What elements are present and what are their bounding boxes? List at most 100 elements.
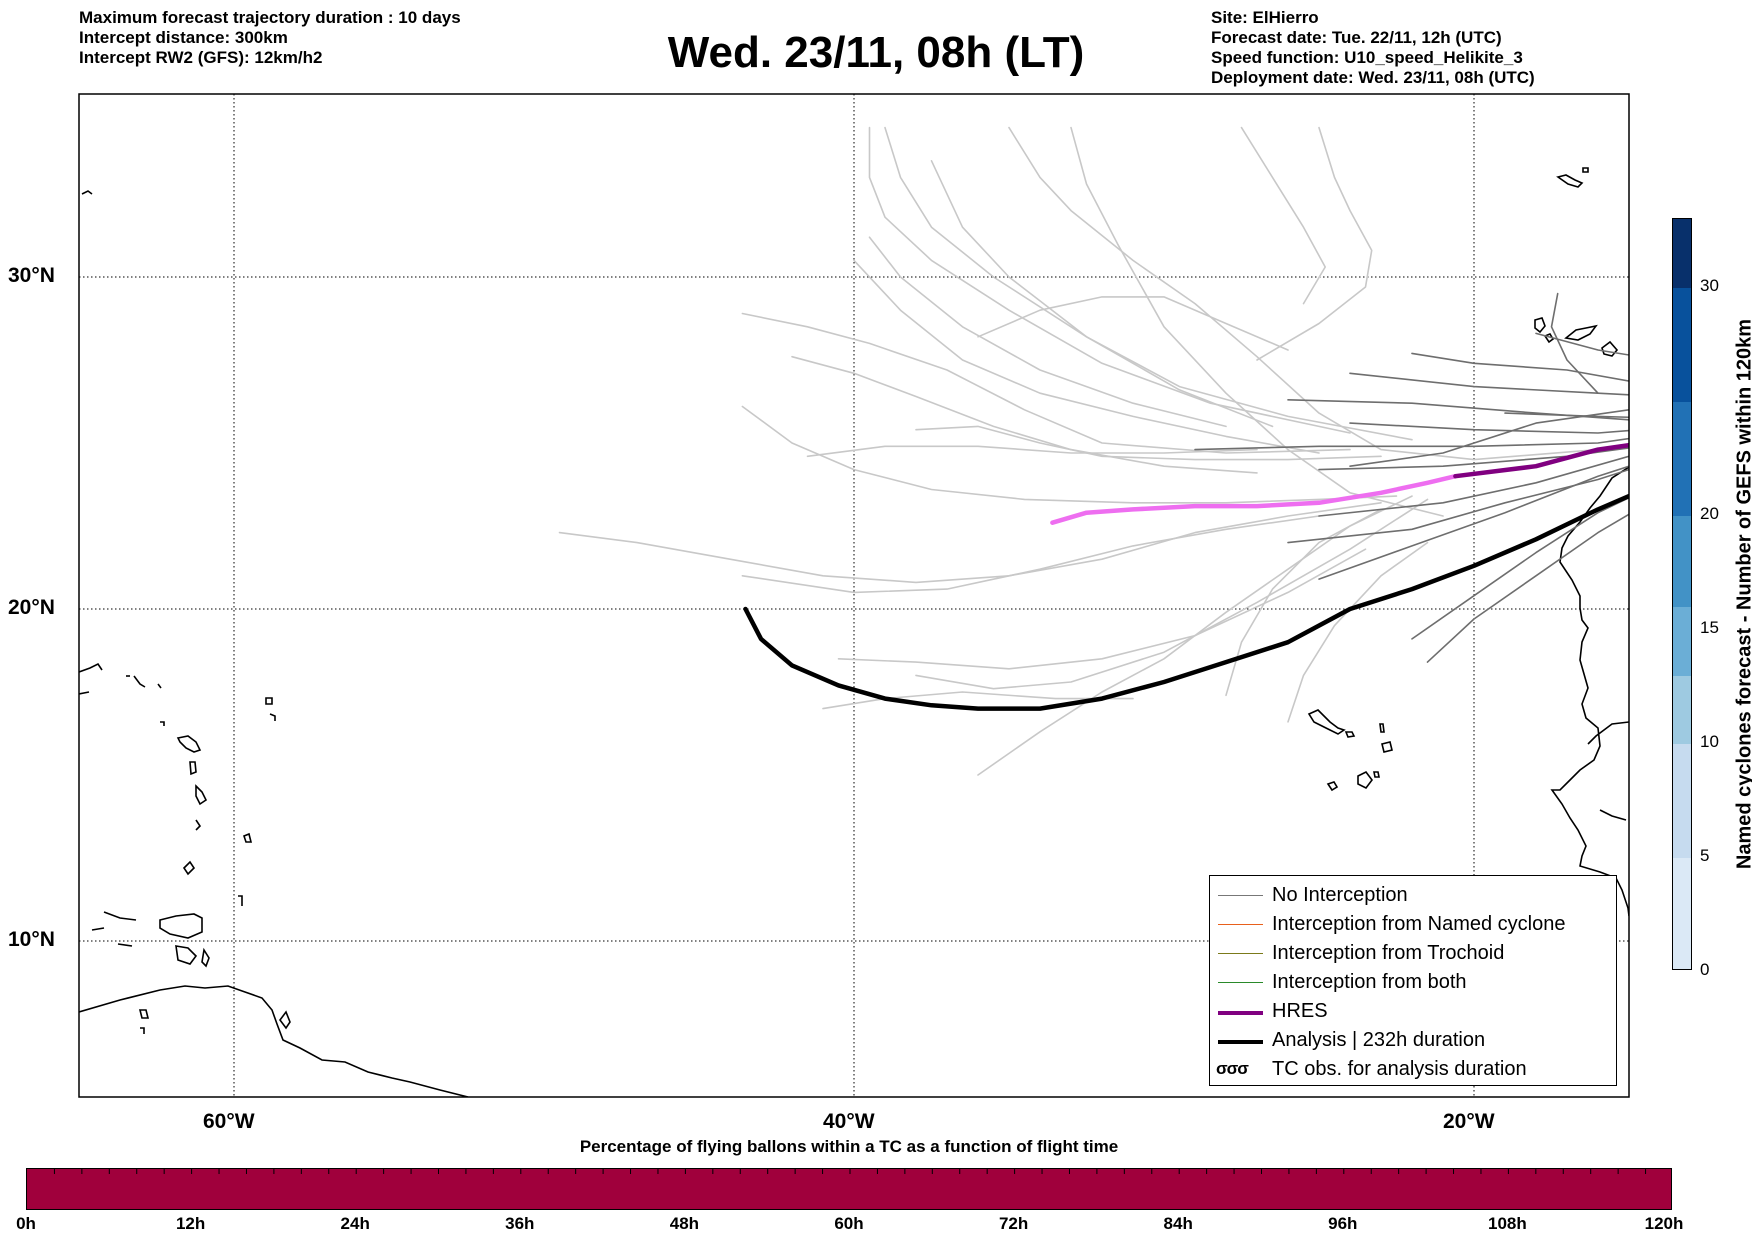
island-cape-verde-1 xyxy=(1307,709,1346,735)
trajectories-no-interception xyxy=(1194,292,1629,663)
background-trajectory xyxy=(791,355,1258,474)
coastline-africa-bulge xyxy=(1587,721,1629,745)
deployment-date-text: Deployment date: Wed. 23/11, 08h (UTC) xyxy=(1211,68,1535,87)
island-cape-verde-7 xyxy=(1373,771,1380,778)
islands-antilles-5 xyxy=(157,683,162,689)
no-interception-trajectory xyxy=(1349,408,1629,467)
colorbar-named-cyclones xyxy=(1672,218,1692,970)
no-interception-trajectory xyxy=(1194,437,1629,451)
bottom-bar-label: Percentage of flying ballons within a TC… xyxy=(579,1137,1119,1156)
page-title: Wed. 23/11, 08h (LT) xyxy=(667,28,1085,77)
islands-antilles-1 xyxy=(79,662,103,673)
intercept-rw2-text: Intercept RW2 (GFS): 12km/h2 xyxy=(79,48,323,67)
island-cape-verde-2 xyxy=(1344,731,1356,738)
island-cape-verde-4 xyxy=(1381,741,1393,753)
bottom-percentage-bar xyxy=(26,1168,1672,1210)
lon-tick-label: 20°W xyxy=(1443,1110,1495,1133)
map-area xyxy=(79,94,1629,1097)
no-interception-trajectory xyxy=(1411,496,1629,640)
no-interception-trajectory xyxy=(1426,513,1629,663)
forecast-date-text: Forecast date: Tue. 22/11, 12h (UTC) xyxy=(1211,28,1502,47)
no-interception-trajectory xyxy=(1287,468,1629,544)
background-trajectory xyxy=(1240,126,1326,305)
islands-bermuda xyxy=(81,190,93,195)
colorbar-tick-label: 10 xyxy=(1700,732,1719,752)
island-canary-4 xyxy=(1543,333,1555,344)
colorbar-segment xyxy=(1673,287,1691,403)
coastlines xyxy=(79,167,1629,1097)
speed-function-text: Speed function: U10_speed_Helikite_3 xyxy=(1211,48,1523,67)
legend-line-swatch xyxy=(1218,953,1263,954)
legend-item: σσσ TC obs. for analysis duration xyxy=(1210,1055,1616,1084)
colorbar-tick-label: 20 xyxy=(1700,504,1719,524)
island-cape-verde-3 xyxy=(1379,723,1385,733)
trajectories-background xyxy=(558,126,1599,776)
bar-tick-label: 96h xyxy=(1328,1214,1358,1233)
islands-antilles-7 xyxy=(189,761,197,776)
background-trajectory xyxy=(930,160,1274,428)
islands-caribbean-coast xyxy=(91,911,137,947)
islands-antilles-2 xyxy=(79,691,90,695)
background-trajectory xyxy=(741,515,1320,594)
no-interception-trajectory xyxy=(1318,447,1629,471)
lat-tick-label: 20°N xyxy=(8,596,55,619)
islands-antilles-13 xyxy=(265,697,273,705)
lat-tick-label: 10°N xyxy=(8,928,55,951)
legend-item: Interception from both xyxy=(1210,968,1616,997)
legend-line-swatch xyxy=(1218,895,1263,896)
legend-line-swatch xyxy=(1218,1011,1263,1015)
bar-tick-label: 108h xyxy=(1488,1214,1527,1233)
colorbar-tick-label: 5 xyxy=(1700,846,1710,866)
island-madeira xyxy=(1556,174,1584,188)
colorbar-segment xyxy=(1673,515,1691,608)
colorbar-segment xyxy=(1673,606,1691,676)
island-grenada xyxy=(279,1010,291,1030)
island-madeira-2 xyxy=(1582,167,1589,173)
legend-line-swatch xyxy=(1218,924,1263,925)
legend: No Interception Interception from Named c… xyxy=(1209,875,1617,1086)
legend-item: Analysis | 232h duration xyxy=(1210,1026,1616,1055)
colorbar-tick-label: 0 xyxy=(1700,960,1710,979)
bar-tick-label: 72h xyxy=(998,1214,1029,1233)
no-interception-trajectory xyxy=(1411,352,1629,382)
island-trinidad xyxy=(159,913,203,939)
site-text: Site: ElHierro xyxy=(1211,8,1319,27)
tc-obs-icon: σσσ xyxy=(1216,1059,1249,1078)
colorbar-segment xyxy=(1673,857,1691,969)
intercept-distance-text: Intercept distance: 300km xyxy=(79,28,288,47)
max-duration-text: Maximum forecast trajectory duration : 1… xyxy=(79,8,461,27)
background-trajectory xyxy=(977,296,1289,351)
background-trajectory xyxy=(915,425,1382,461)
bar-tick-label: 60h xyxy=(834,1214,864,1233)
no-interception-trajectory xyxy=(1287,399,1629,421)
islands-antilles-11 xyxy=(243,832,253,843)
island-cape-verde-6 xyxy=(1326,781,1339,792)
colorbar-segment xyxy=(1673,219,1691,289)
legend-label: Interception from Named cyclone xyxy=(1272,913,1566,935)
background-trajectory xyxy=(806,445,1258,458)
island-canary-1 xyxy=(1534,317,1546,334)
islands-antilles-4 xyxy=(133,675,146,688)
islands-antilles-15 xyxy=(238,895,243,906)
background-trajectory xyxy=(868,126,1351,434)
background-trajectory xyxy=(1225,508,1382,697)
islands-antilles-10 xyxy=(182,860,196,876)
coastline-south-america xyxy=(79,985,469,1097)
background-trajectory xyxy=(741,312,1351,454)
coastline-west-africa xyxy=(1550,466,1629,917)
island-barbados xyxy=(138,1009,150,1034)
coastline-gambia xyxy=(1599,809,1627,821)
bar-tick-label: 0h xyxy=(16,1214,36,1233)
island-canary-2 xyxy=(1564,324,1598,341)
background-trajectory xyxy=(741,405,1398,504)
legend-label: No Interception xyxy=(1272,884,1408,906)
legend-label: Interception from Trochoid xyxy=(1272,942,1505,964)
background-trajectory xyxy=(868,236,1227,428)
legend-label: Analysis | 232h duration xyxy=(1272,1029,1486,1051)
islands-antilles-6 xyxy=(176,735,202,753)
no-interception-trajectory xyxy=(1349,372,1629,396)
no-interception-trajectory xyxy=(1349,422,1629,434)
legend-item: Interception from Trochoid xyxy=(1210,939,1616,968)
legend-item: Interception from Named cyclone xyxy=(1210,910,1616,939)
